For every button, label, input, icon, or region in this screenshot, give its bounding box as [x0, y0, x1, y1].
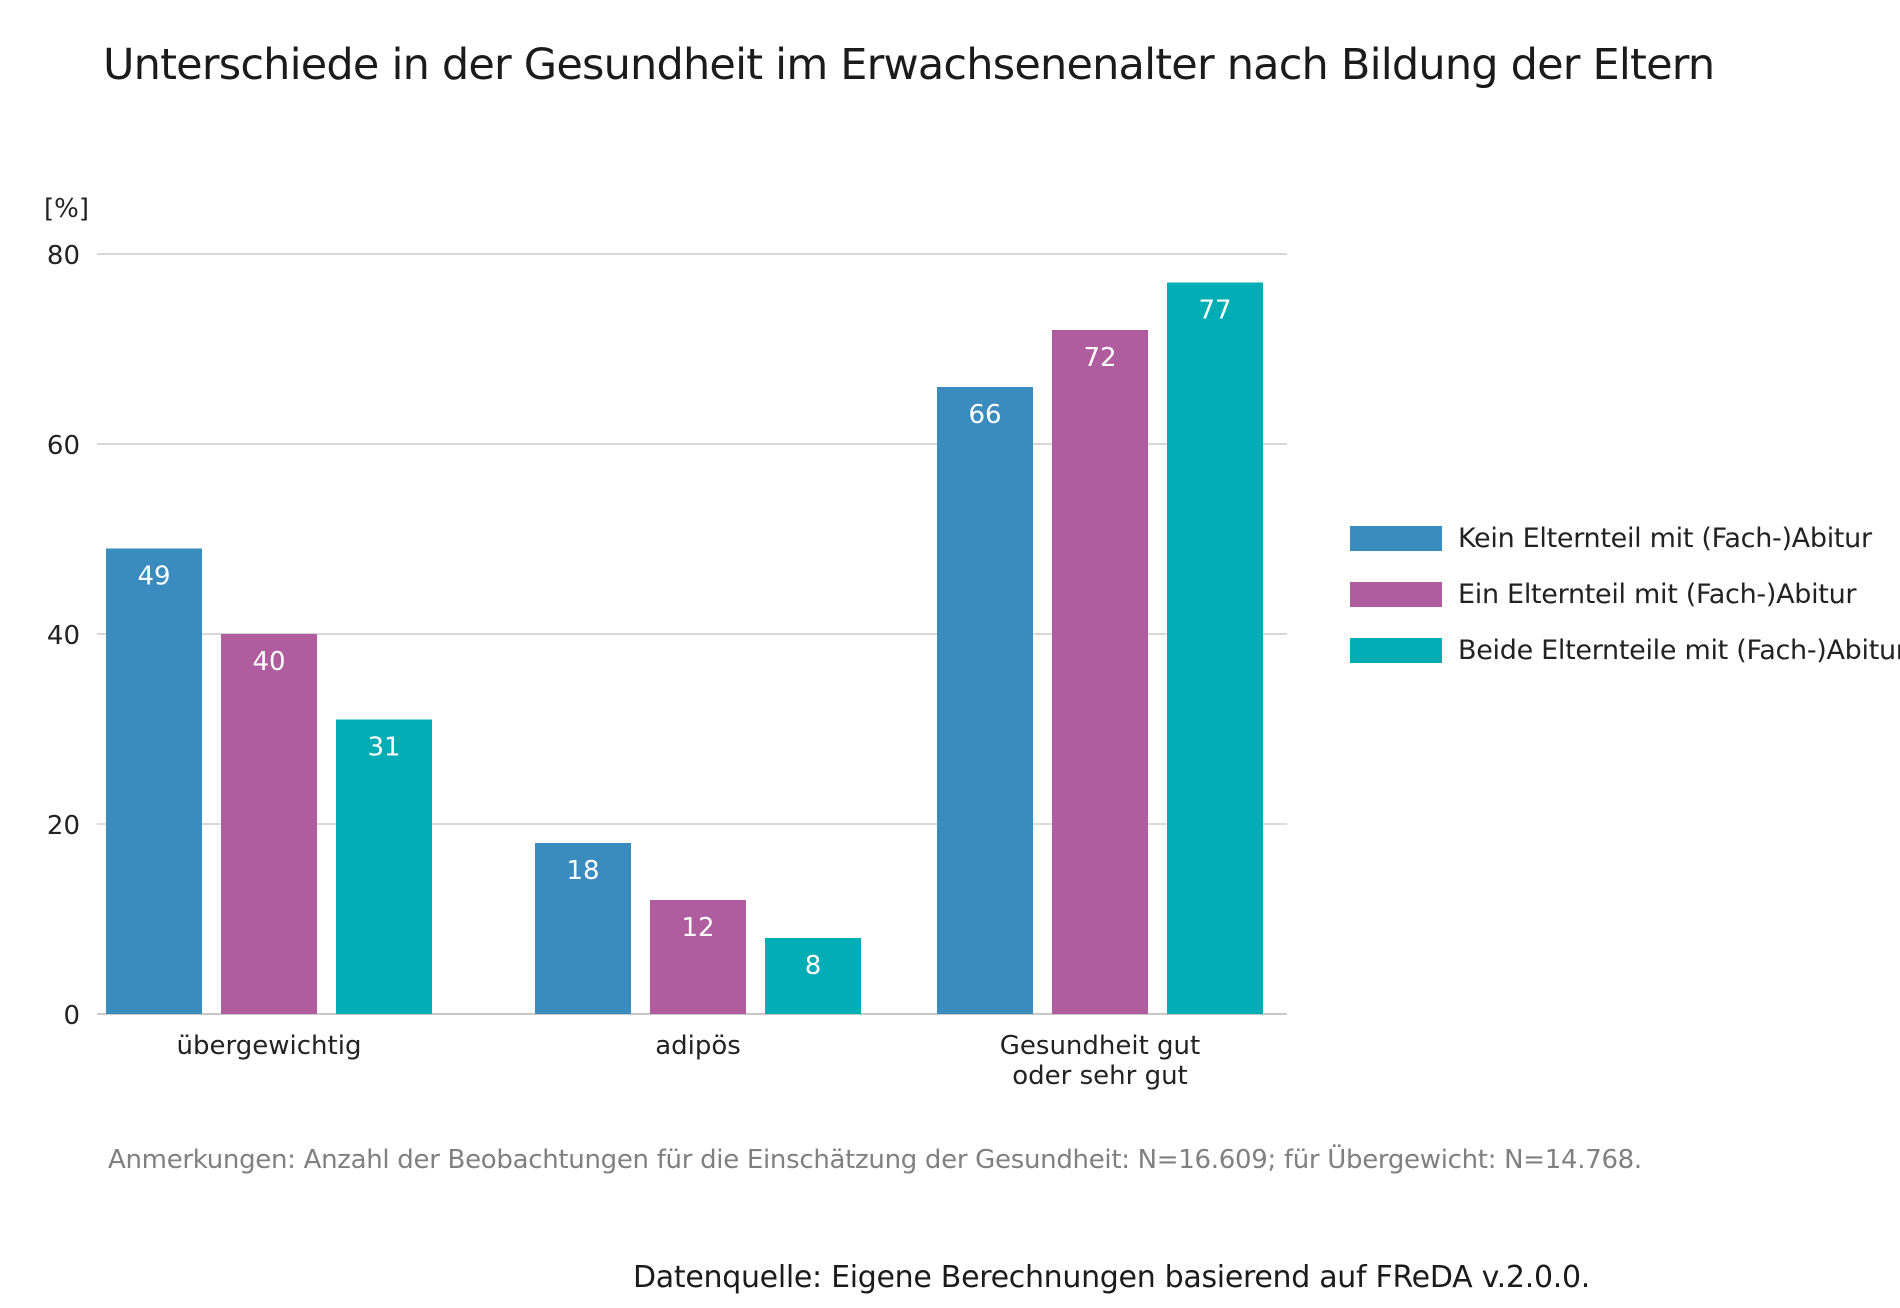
legend-label: Ein Elternteil mit (Fach-)Abitur [1458, 578, 1857, 610]
legend-label: Beide Elternteile mit (Fach-)Abitur [1458, 634, 1900, 666]
data-label: 66 [968, 400, 1001, 430]
y-tick-label: 60 [47, 431, 80, 461]
bar [106, 548, 202, 1014]
bar [1052, 330, 1148, 1014]
legend-label: Kein Elternteil mit (Fach-)Abitur [1458, 522, 1872, 554]
bar [535, 843, 631, 1014]
data-label: 40 [252, 647, 285, 677]
y-axis-label: [%] [44, 194, 89, 224]
data-label: 77 [1198, 296, 1231, 326]
bar [1167, 282, 1263, 1014]
data-label: 72 [1083, 343, 1116, 373]
bar [650, 900, 746, 1014]
data-label: 8 [805, 951, 822, 981]
data-label: 49 [137, 562, 170, 592]
x-tick-label: oder sehr gut [1012, 1061, 1188, 1091]
data-label: 31 [367, 733, 400, 763]
bar [765, 938, 861, 1014]
data-label: 18 [566, 856, 599, 886]
x-tick-label: adipös [655, 1031, 741, 1061]
x-tick-label: übergewichtig [177, 1031, 362, 1061]
legend-item: Beide Elternteile mit (Fach-)Abitur [1350, 622, 1900, 678]
chart-title: Unterschiede in der Gesundheit im Erwach… [103, 40, 1715, 90]
legend-swatch [1350, 637, 1442, 663]
y-tick-label: 80 [47, 241, 80, 271]
legend-item: Ein Elternteil mit (Fach-)Abitur [1350, 566, 1900, 622]
bar [221, 634, 317, 1014]
data-source: Datenquelle: Eigene Berechnungen basiere… [632, 1260, 1590, 1295]
y-tick-label: 0 [63, 1001, 80, 1031]
legend-swatch [1350, 581, 1442, 607]
y-tick-label: 40 [47, 621, 80, 651]
data-label: 12 [681, 913, 714, 943]
bar [937, 387, 1033, 1014]
legend-swatch [1350, 525, 1442, 551]
footnote: Anmerkungen: Anzahl der Beobachtungen fü… [108, 1145, 1642, 1175]
legend-item: Kein Elternteil mit (Fach-)Abitur [1350, 510, 1900, 566]
legend: Kein Elternteil mit (Fach-)Abitur Ein El… [1350, 510, 1900, 678]
x-tick-label: Gesundheit gut [1000, 1031, 1200, 1061]
y-tick-label: 20 [47, 811, 80, 841]
bar [336, 719, 432, 1014]
